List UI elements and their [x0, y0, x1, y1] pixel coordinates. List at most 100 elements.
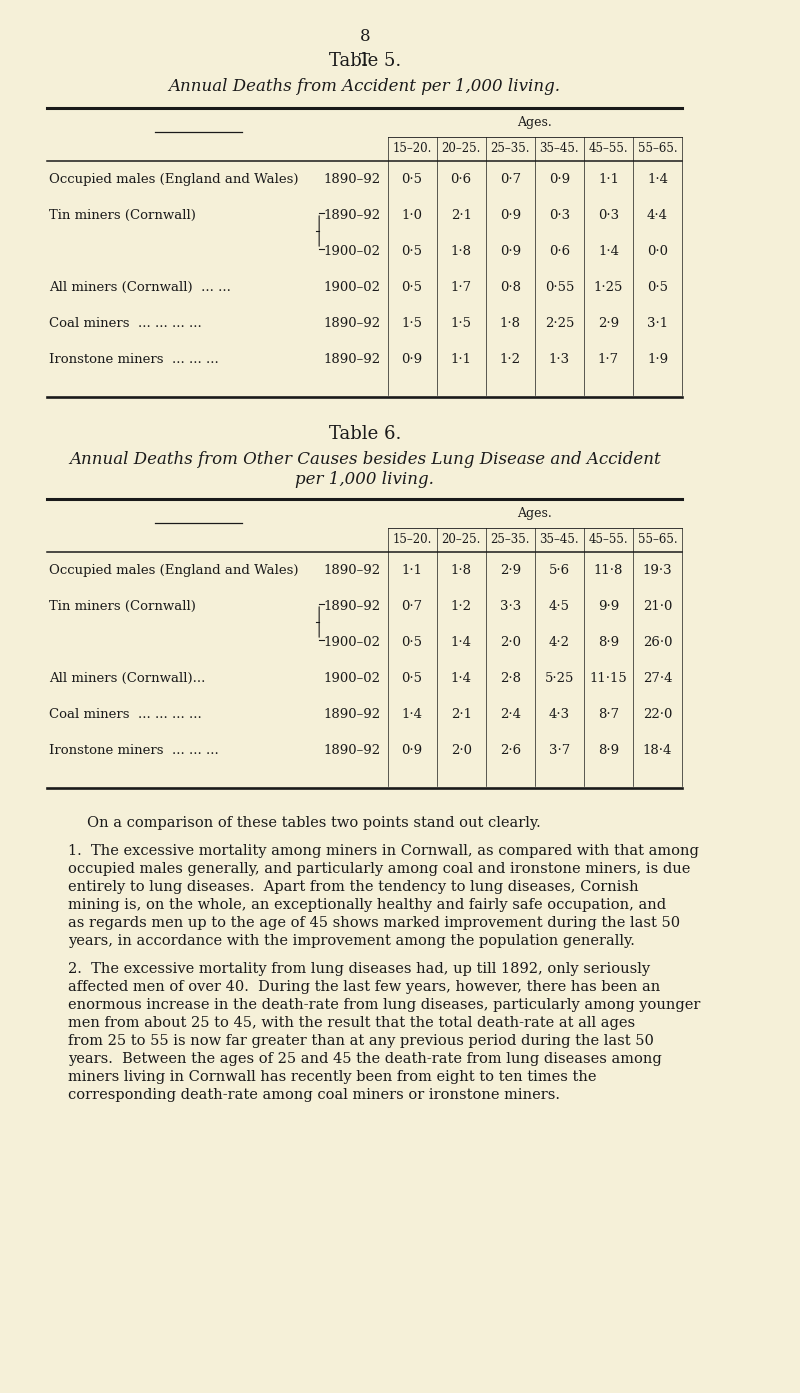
Text: Annual Deaths from Other Causes besides Lung Disease and Accident: Annual Deaths from Other Causes besides … [69, 451, 661, 468]
Text: 22·0: 22·0 [643, 708, 672, 722]
Text: men from about 25 to 45, with the result that the total death-rate at all ages: men from about 25 to 45, with the result… [68, 1015, 635, 1029]
Text: 45–55.: 45–55. [589, 142, 628, 155]
Text: occupied males generally, and particularly among coal and ironstone miners, is d: occupied males generally, and particular… [68, 862, 690, 876]
Text: 1890–92: 1890–92 [323, 352, 380, 366]
Text: affected men of over 40.  During the last few years, however, there has been an: affected men of over 40. During the last… [68, 981, 661, 995]
Text: 1890–92: 1890–92 [323, 744, 380, 756]
Text: 1890–92: 1890–92 [323, 173, 380, 187]
Text: 2·4: 2·4 [500, 708, 521, 722]
Text: 3·1: 3·1 [647, 318, 668, 330]
Text: 4·2: 4·2 [549, 637, 570, 649]
Text: 0·5: 0·5 [402, 671, 422, 685]
Text: 0·9: 0·9 [500, 209, 521, 221]
Text: 11·8: 11·8 [594, 564, 623, 577]
Text: T: T [359, 52, 370, 70]
Text: 26·0: 26·0 [642, 637, 672, 649]
Text: 2·0: 2·0 [450, 744, 472, 756]
Text: 19·3: 19·3 [642, 564, 672, 577]
Text: 15–20.: 15–20. [393, 142, 432, 155]
Text: 1900–02: 1900–02 [323, 637, 380, 649]
Text: 1·2: 1·2 [500, 352, 521, 366]
Text: 27·4: 27·4 [642, 671, 672, 685]
Text: 25–35.: 25–35. [490, 142, 530, 155]
Text: 8·7: 8·7 [598, 708, 619, 722]
Text: 5·25: 5·25 [545, 671, 574, 685]
Text: Ages.: Ages. [518, 116, 552, 130]
Text: 35–45.: 35–45. [539, 142, 579, 155]
Text: 1·1: 1·1 [402, 564, 422, 577]
Text: Coal miners  ... ... ... ...: Coal miners ... ... ... ... [50, 708, 202, 722]
Text: 4·3: 4·3 [549, 708, 570, 722]
Text: 0·9: 0·9 [402, 352, 422, 366]
Text: 11·15: 11·15 [590, 671, 627, 685]
Text: 25–35.: 25–35. [490, 534, 530, 546]
Text: 3·3: 3·3 [500, 600, 521, 613]
Text: 20–25.: 20–25. [442, 142, 481, 155]
Text: 1·1: 1·1 [450, 352, 472, 366]
Text: 1·9: 1·9 [647, 352, 668, 366]
Text: years, in accordance with the improvement among the population generally.: years, in accordance with the improvemen… [68, 933, 635, 949]
Text: 1·8: 1·8 [450, 564, 472, 577]
Text: 2·8: 2·8 [500, 671, 521, 685]
Text: 1·3: 1·3 [549, 352, 570, 366]
Text: 0·5: 0·5 [647, 281, 668, 294]
Text: 1·4: 1·4 [450, 637, 472, 649]
Text: Tin miners (Cornwall): Tin miners (Cornwall) [50, 600, 196, 613]
Text: 4·4: 4·4 [647, 209, 668, 221]
Text: 0·6: 0·6 [450, 173, 472, 187]
Text: 2·9: 2·9 [500, 564, 521, 577]
Text: as regards men up to the age of 45 shows marked improvement during the last 50: as regards men up to the age of 45 shows… [68, 917, 681, 931]
Text: 1·4: 1·4 [450, 671, 472, 685]
Text: enormous increase in the death-rate from lung diseases, particularly among young: enormous increase in the death-rate from… [68, 997, 701, 1011]
Text: 1·7: 1·7 [598, 352, 619, 366]
Text: 0·6: 0·6 [549, 245, 570, 258]
Text: Tin miners (Cornwall): Tin miners (Cornwall) [50, 209, 196, 221]
Text: 5·6: 5·6 [549, 564, 570, 577]
Text: 0·8: 0·8 [500, 281, 521, 294]
Text: 1890–92: 1890–92 [323, 318, 380, 330]
Text: 0·5: 0·5 [402, 281, 422, 294]
Text: 1900–02: 1900–02 [323, 281, 380, 294]
Text: 0·5: 0·5 [402, 245, 422, 258]
Text: Ironstone miners  ... ... ...: Ironstone miners ... ... ... [50, 352, 219, 366]
Text: 1·8: 1·8 [500, 318, 521, 330]
Text: Table 5.: Table 5. [329, 52, 401, 70]
Text: On a comparison of these tables two points stand out clearly.: On a comparison of these tables two poin… [86, 816, 540, 830]
Text: 45–55.: 45–55. [589, 534, 628, 546]
Text: mining is, on the whole, an exceptionally healthy and fairly safe occupation, an: mining is, on the whole, an exceptionall… [68, 898, 666, 912]
Text: Occupied males (England and Wales): Occupied males (England and Wales) [50, 173, 298, 187]
Text: 1890–92: 1890–92 [323, 600, 380, 613]
Text: 1.  The excessive mortality among miners in Cornwall, as compared with that amon: 1. The excessive mortality among miners … [68, 844, 699, 858]
Text: per 1,000 living.: per 1,000 living. [295, 471, 434, 488]
Text: 1890–92: 1890–92 [323, 708, 380, 722]
Text: 0·9: 0·9 [500, 245, 521, 258]
Text: 0·0: 0·0 [647, 245, 668, 258]
Text: 1·4: 1·4 [598, 245, 619, 258]
Text: corresponding death-rate among coal miners or ironstone miners.: corresponding death-rate among coal mine… [68, 1088, 560, 1102]
Text: Ages.: Ages. [518, 507, 552, 520]
Text: 0·3: 0·3 [549, 209, 570, 221]
Text: 1·4: 1·4 [647, 173, 668, 187]
Text: Ironstone miners  ... ... ...: Ironstone miners ... ... ... [50, 744, 219, 756]
Text: 0·5: 0·5 [402, 637, 422, 649]
Text: 1·2: 1·2 [450, 600, 472, 613]
Text: 1·8: 1·8 [450, 245, 472, 258]
Text: All miners (Cornwall)...: All miners (Cornwall)... [50, 671, 206, 685]
Text: 1900–02: 1900–02 [323, 671, 380, 685]
Text: 0·3: 0·3 [598, 209, 619, 221]
Text: Table 6.: Table 6. [329, 425, 401, 443]
Text: 8: 8 [359, 28, 370, 45]
Text: 2·9: 2·9 [598, 318, 619, 330]
Text: 15–20.: 15–20. [393, 534, 432, 546]
Text: 18·4: 18·4 [643, 744, 672, 756]
Text: 1·4: 1·4 [402, 708, 422, 722]
Text: 1900–02: 1900–02 [323, 245, 380, 258]
Text: 2·0: 2·0 [500, 637, 521, 649]
Text: 1·7: 1·7 [450, 281, 472, 294]
Text: 35–45.: 35–45. [539, 534, 579, 546]
Text: miners living in Cornwall has recently been from eight to ten times the: miners living in Cornwall has recently b… [68, 1070, 597, 1084]
Text: 2.  The excessive mortality from lung diseases had, up till 1892, only seriously: 2. The excessive mortality from lung dis… [68, 963, 650, 976]
Text: 21·0: 21·0 [643, 600, 672, 613]
Text: 2·6: 2·6 [500, 744, 521, 756]
Text: 4·5: 4·5 [549, 600, 570, 613]
